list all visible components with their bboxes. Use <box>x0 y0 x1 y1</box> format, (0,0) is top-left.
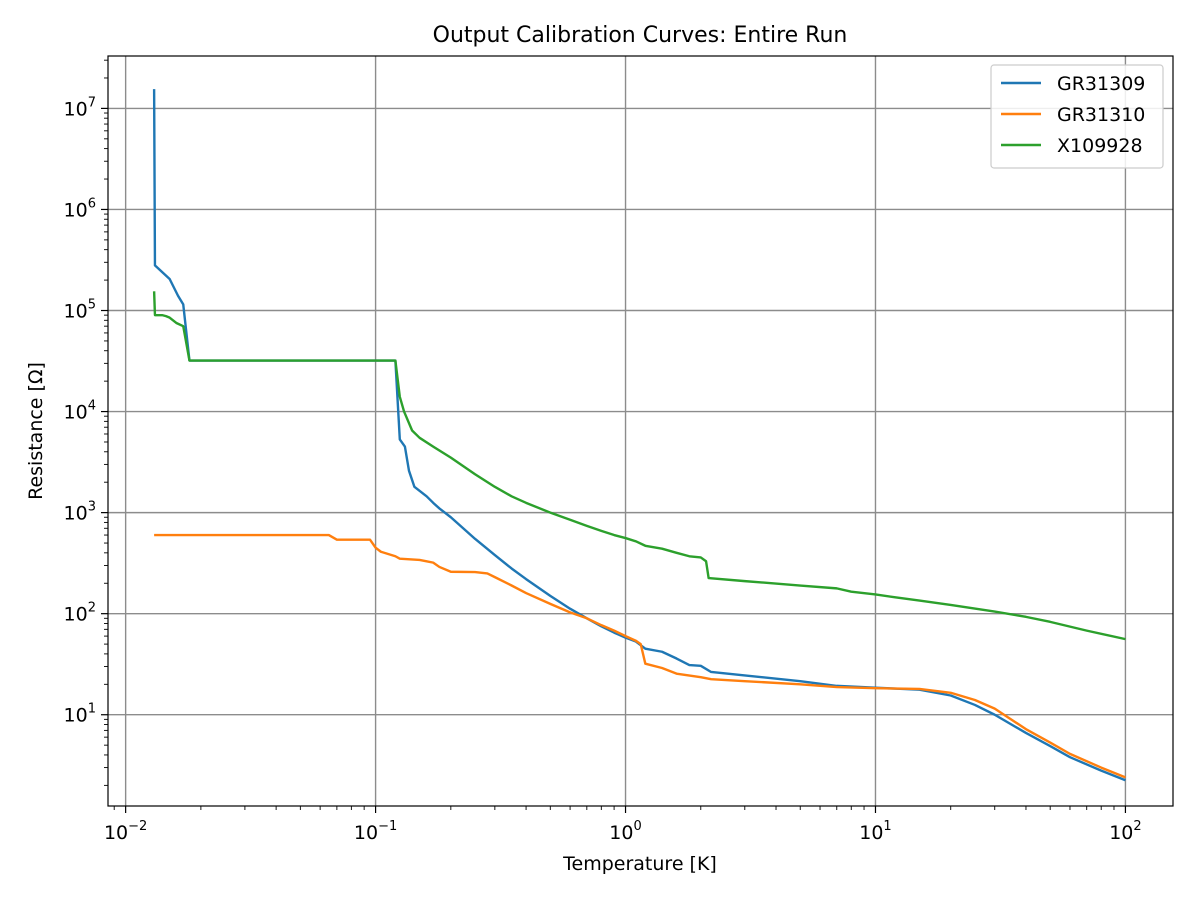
series-line-gr31310 <box>154 533 1126 779</box>
x-tick-label: 100 <box>609 819 641 844</box>
legend-label: X109928 <box>1057 135 1143 157</box>
y-tick-label: 103 <box>64 500 96 525</box>
series-lines <box>152 89 1126 782</box>
chart-title: Output Calibration Curves: Entire Run <box>433 23 848 48</box>
legend-label: GR31310 <box>1057 104 1145 126</box>
x-tick-label: 102 <box>1109 819 1141 844</box>
y-tick-label: 106 <box>64 196 96 221</box>
y-tick-label: 101 <box>64 702 96 727</box>
y-tick-label: 105 <box>64 298 96 323</box>
plot-frame <box>107 55 1174 807</box>
legend-label: GR31309 <box>1057 73 1145 95</box>
legend-box <box>990 64 1164 169</box>
y-tick-label: 104 <box>64 399 96 424</box>
series-line-x109928 <box>152 291 1126 641</box>
x-tick-label: 10−1 <box>354 819 397 844</box>
x-axis-label: Temperature [K] <box>562 853 717 875</box>
x-tick-label: 101 <box>859 819 891 844</box>
ticks: 10−2 10−1 100 101 102 101 102 103 104 105 106 107 <box>64 59 1142 844</box>
legend: GR31309 GR31310 X109928 <box>990 64 1164 169</box>
x-tick-label: 10−2 <box>104 819 147 844</box>
y-tick-label: 102 <box>64 601 96 626</box>
grid <box>108 56 1173 806</box>
y-axis-label: Resistance [Ω] <box>25 362 47 500</box>
y-tick-label: 107 <box>64 95 96 120</box>
